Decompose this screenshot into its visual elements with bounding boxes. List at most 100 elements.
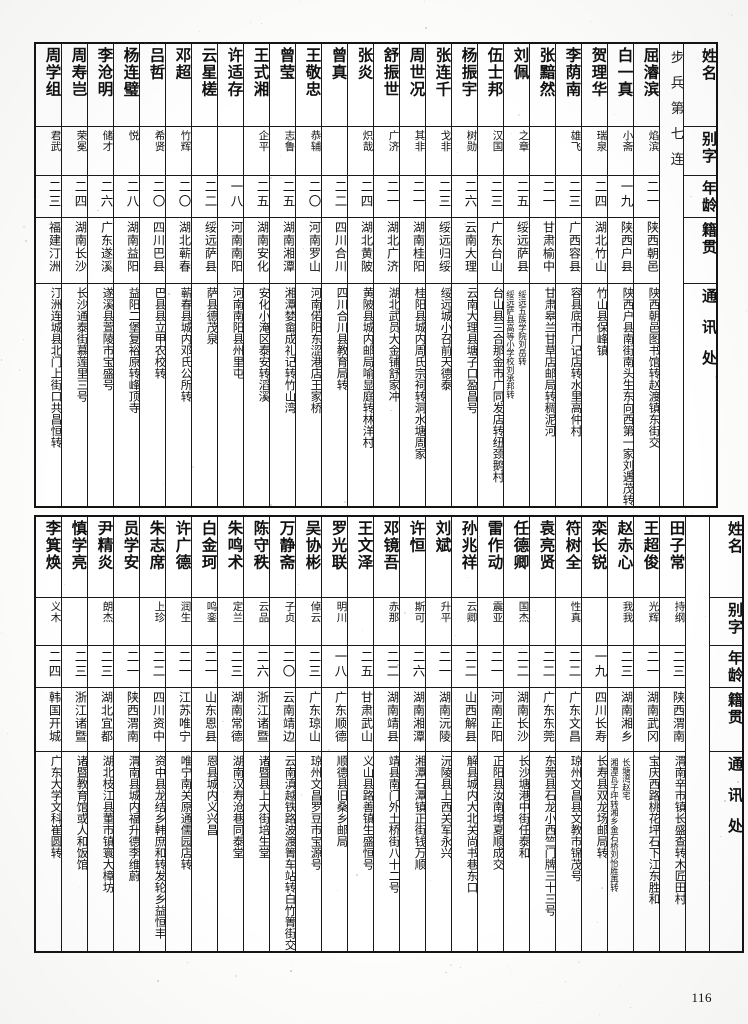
cell-age-text: 一九 bbox=[618, 180, 633, 209]
cell-name: 王式湘 bbox=[242, 42, 270, 127]
header-label-address: 通讯处 bbox=[682, 283, 718, 507]
cell-address: 河南偌阳东涩港店王家桥 bbox=[294, 283, 323, 507]
cell-address-text: 渭南县城内福升德李维蔚 bbox=[127, 755, 141, 882]
cell-native-place-text: 河南正阳 bbox=[489, 691, 503, 743]
cell-name: 邓超 bbox=[164, 42, 192, 127]
unit-label-cell-empty bbox=[684, 515, 710, 952]
cell-native-place-text: 甘肃榆中 bbox=[541, 221, 555, 273]
cell-name: 吕哲 bbox=[138, 42, 166, 127]
cell-address: 益阳二堡复裕原转峰顶寺 bbox=[112, 283, 141, 507]
cell-name: 张黯然 bbox=[528, 42, 556, 127]
cell-alias: 炽哉 bbox=[346, 126, 374, 176]
cell-address-text: 资中县龙结乡韩庶和转发轮乡益恒丰 bbox=[153, 755, 167, 939]
cell-native-place: 湖北黄陂 bbox=[346, 217, 374, 284]
cell-alias-text: 小斋 bbox=[621, 130, 633, 152]
cell-age-text: 二二 bbox=[462, 650, 477, 679]
cell-age: 二四 bbox=[346, 175, 374, 218]
row-address: 广东大学文科崔圆转 诸暨教育馆或人和饭馆 湖北枝江县董市镇寰大樟坊 渭南县城内福升德李… bbox=[34, 751, 744, 952]
cell-native-place: 湖南靖县 bbox=[372, 687, 400, 752]
cell-name: 李箕焕 bbox=[34, 515, 62, 598]
cell-address-text: 容县底市广记店转水里高仲村 bbox=[569, 287, 583, 437]
header-label-age-text: 年龄 bbox=[726, 650, 742, 684]
cell-native-place-text: 广东琼山 bbox=[307, 691, 321, 743]
cell-address: 陕西户县南街南头生东向西第一家刘遇茂转 bbox=[606, 283, 635, 507]
cell-age-text: 二六 bbox=[98, 180, 113, 209]
cell-native-place: 云南大理 bbox=[450, 217, 478, 284]
cell-age-text: 二二 bbox=[332, 180, 347, 209]
cell-native-place-text: 湖北广济 bbox=[385, 221, 399, 273]
cell-alias-text: 君武 bbox=[49, 130, 61, 152]
cell-age: 二二 bbox=[138, 645, 166, 688]
cell-native-place-text: 湖南长沙 bbox=[515, 691, 529, 743]
cell-native-place: 河南正阳 bbox=[476, 687, 504, 752]
cell-alias-text: 志鲁 bbox=[283, 130, 295, 152]
cell-name: 邓镜吾 bbox=[372, 515, 400, 598]
cell-address-secondary-text: 长塘湾赵宅 bbox=[621, 758, 632, 800]
cell-age: 二一 bbox=[164, 645, 192, 688]
cell-name: 赵赤心 bbox=[606, 515, 634, 598]
cell-alias-text: 性真 bbox=[569, 601, 581, 623]
cell-address-text: 长沙塘港中街任泰和 bbox=[517, 755, 531, 859]
cell-native-place-text: 江苏唯宁 bbox=[177, 691, 191, 743]
header-label-address-text: 通讯处 bbox=[726, 756, 742, 849]
cell-name: 刘佩 bbox=[502, 42, 530, 127]
cell-address-text: 湘潭婪畲成礼记转竹山湾 bbox=[283, 287, 297, 414]
cell-name: 周世况 bbox=[398, 42, 426, 127]
cell-name-text: 白金珂 bbox=[199, 520, 217, 571]
cell-alias: 光辉 bbox=[632, 597, 660, 646]
cell-alias-text: 升平 bbox=[439, 601, 451, 623]
cell-alias: 瑞泉 bbox=[580, 126, 608, 176]
cell-name: 李沧明 bbox=[86, 42, 114, 127]
cell-age: 二〇 bbox=[294, 175, 322, 218]
cell-name-text: 伍士邦 bbox=[485, 47, 503, 98]
cell-alias-text: 希贤 bbox=[153, 130, 165, 152]
cell-alias: 其非 bbox=[398, 126, 426, 176]
cell-name: 孙兆祥 bbox=[450, 515, 478, 598]
cell-name-text: 刘佩 bbox=[511, 47, 529, 81]
cell-native-place: 广东琼山 bbox=[294, 687, 322, 752]
cell-age: 二三 bbox=[476, 175, 504, 218]
cell-name-text: 朱鸣术 bbox=[225, 520, 243, 571]
header-label-name-text: 姓名 bbox=[726, 521, 742, 555]
cell-alias: 戈非 bbox=[424, 126, 452, 176]
cell-address: 黄陂县城内邮局喻显庭转林洋村 bbox=[346, 283, 375, 507]
cell-address-text: 恩县城内义兴昌 bbox=[205, 755, 219, 836]
cell-alias-text: 朗杰 bbox=[101, 601, 113, 623]
row-name: 李箕焕 慎学亮 尹精炎 员学安 朱志席 许广德 白金珂 朱鸣术 陈守秩 万静斋 吴协彬 罗光联 王文泽邓… bbox=[34, 515, 744, 952]
header-label-alias-text: 别字 bbox=[726, 602, 742, 636]
cell-age: 二八 bbox=[112, 175, 140, 218]
cell-age-text: 二五 bbox=[254, 180, 269, 209]
cell-native-place-text: 湖南湘乡 bbox=[619, 691, 633, 743]
cell-alias-text: 我我 bbox=[621, 601, 633, 623]
cell-age-text: 二三 bbox=[72, 650, 87, 679]
cell-age-text: 二一 bbox=[488, 650, 503, 679]
cell-native-place: 湖南湘乡 bbox=[606, 687, 634, 752]
cell-native-place-text: 陕西渭南 bbox=[671, 691, 685, 743]
cell-name: 王敬忠 bbox=[294, 42, 322, 127]
cell-native-place-text: 湖南湘潭 bbox=[281, 221, 295, 273]
cell-native-place: 湖北广济 bbox=[372, 217, 400, 284]
row-address: 汀洲连城县北门上街口共昌恒转 长沙通泰街慕莲里三号 遂溪县萱陵市宝盛号 益阳二堡复裕原… bbox=[34, 283, 718, 507]
header-label-native-place: 籍贯 bbox=[682, 217, 718, 284]
cell-address: 长沙通泰街慕莲里三号 bbox=[60, 283, 89, 507]
cell-native-place: 浙江诸暨 bbox=[60, 687, 88, 752]
cell-age: 二三 bbox=[554, 175, 582, 218]
cell-name: 云星槎 bbox=[190, 42, 218, 127]
cell-alias: 子贞 bbox=[268, 597, 296, 646]
cell-address: 绥远城小召前天德泰 bbox=[424, 283, 453, 507]
cell-address-text: 广东大学文科崔圆转 bbox=[49, 755, 63, 859]
cell-name: 栾长锐 bbox=[580, 515, 608, 598]
cell-alias: 小斋 bbox=[606, 126, 634, 176]
cell-name-text: 王超俊 bbox=[641, 520, 659, 571]
cell-alias-text: 恭辅 bbox=[309, 130, 321, 152]
cell-native-place: 云南靖边 bbox=[268, 687, 296, 752]
cell-name: 朱鸣术 bbox=[216, 515, 244, 598]
cell-alias-text: 震亚 bbox=[491, 601, 503, 623]
cell-name-text: 张连千 bbox=[433, 47, 451, 98]
cell-address-text: 甘肃皋兰甘草店邮局转稠泥河 bbox=[543, 287, 557, 437]
cell-name-text: 白一真 bbox=[615, 47, 633, 98]
header-label-native-place-text: 籍贯 bbox=[726, 692, 742, 726]
cell-native-place: 湖南湘潭 bbox=[268, 217, 296, 284]
cell-age-text: 二一 bbox=[202, 650, 217, 679]
cell-alias-text: 义木 bbox=[49, 601, 61, 623]
